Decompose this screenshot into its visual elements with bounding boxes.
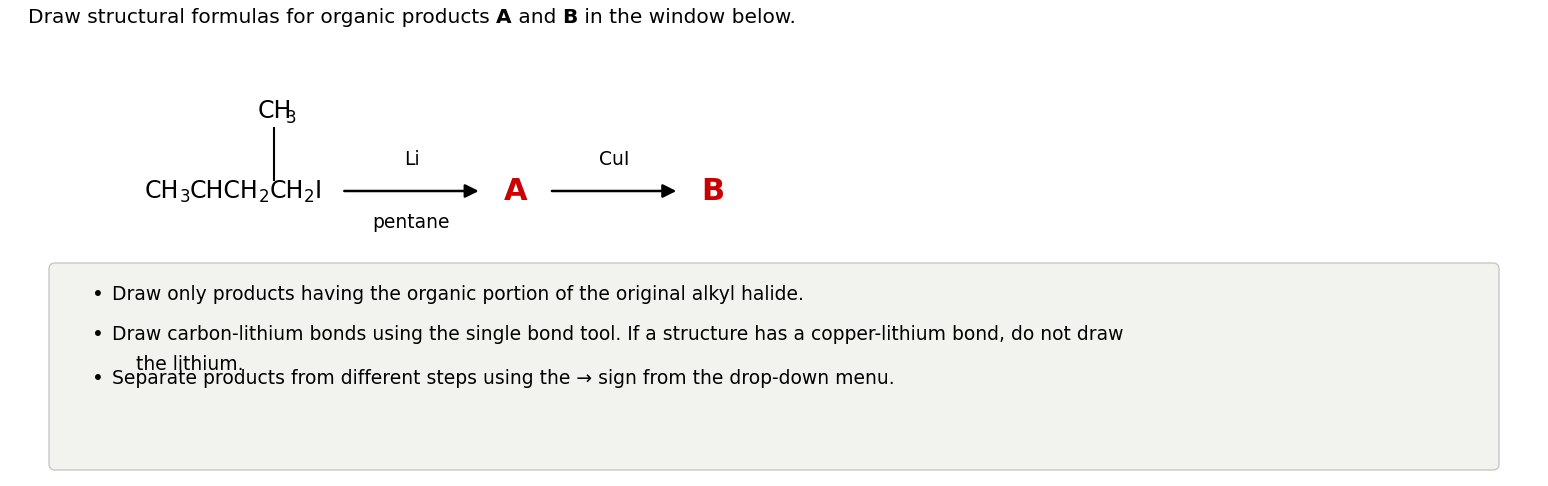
Text: pentane: pentane bbox=[373, 213, 450, 232]
Text: CH: CH bbox=[146, 179, 180, 203]
Text: Separate products from different steps using the → sign from the drop-down menu.: Separate products from different steps u… bbox=[111, 368, 895, 387]
Text: 3: 3 bbox=[180, 182, 190, 200]
Text: CH: CH bbox=[146, 179, 180, 203]
Text: the lithium.: the lithium. bbox=[111, 354, 243, 374]
Text: 2: 2 bbox=[259, 188, 269, 206]
Text: A: A bbox=[503, 176, 528, 206]
Text: CHCH: CHCH bbox=[190, 179, 259, 203]
Text: •: • bbox=[91, 284, 104, 303]
Text: 2: 2 bbox=[303, 182, 314, 200]
Text: A: A bbox=[503, 176, 528, 206]
Text: 2: 2 bbox=[259, 182, 269, 200]
Text: CHCH: CHCH bbox=[190, 179, 259, 203]
Text: Draw structural formulas for organic products: Draw structural formulas for organic pro… bbox=[28, 8, 495, 28]
Text: CH: CH bbox=[269, 179, 303, 203]
Text: Li: Li bbox=[404, 150, 420, 169]
Text: •: • bbox=[91, 368, 104, 387]
Text: CuI: CuI bbox=[599, 150, 630, 169]
FancyBboxPatch shape bbox=[50, 263, 1498, 470]
Text: I: I bbox=[314, 179, 322, 203]
Text: CH: CH bbox=[269, 179, 303, 203]
Text: I: I bbox=[314, 179, 322, 203]
Text: 3: 3 bbox=[286, 109, 297, 127]
Text: and: and bbox=[512, 8, 562, 28]
Text: 2: 2 bbox=[303, 188, 314, 206]
Text: A: A bbox=[495, 8, 512, 28]
Text: B: B bbox=[562, 8, 577, 28]
Text: Draw carbon-lithium bonds using the single bond tool. If a structure has a coppe: Draw carbon-lithium bonds using the sing… bbox=[111, 325, 1124, 344]
Text: •: • bbox=[91, 325, 104, 344]
Text: CH: CH bbox=[259, 99, 293, 123]
Text: in the window below.: in the window below. bbox=[577, 8, 796, 28]
Text: 3: 3 bbox=[180, 188, 190, 206]
Text: Draw only products having the organic portion of the original alkyl halide.: Draw only products having the organic po… bbox=[111, 284, 803, 303]
Text: B: B bbox=[701, 176, 724, 206]
